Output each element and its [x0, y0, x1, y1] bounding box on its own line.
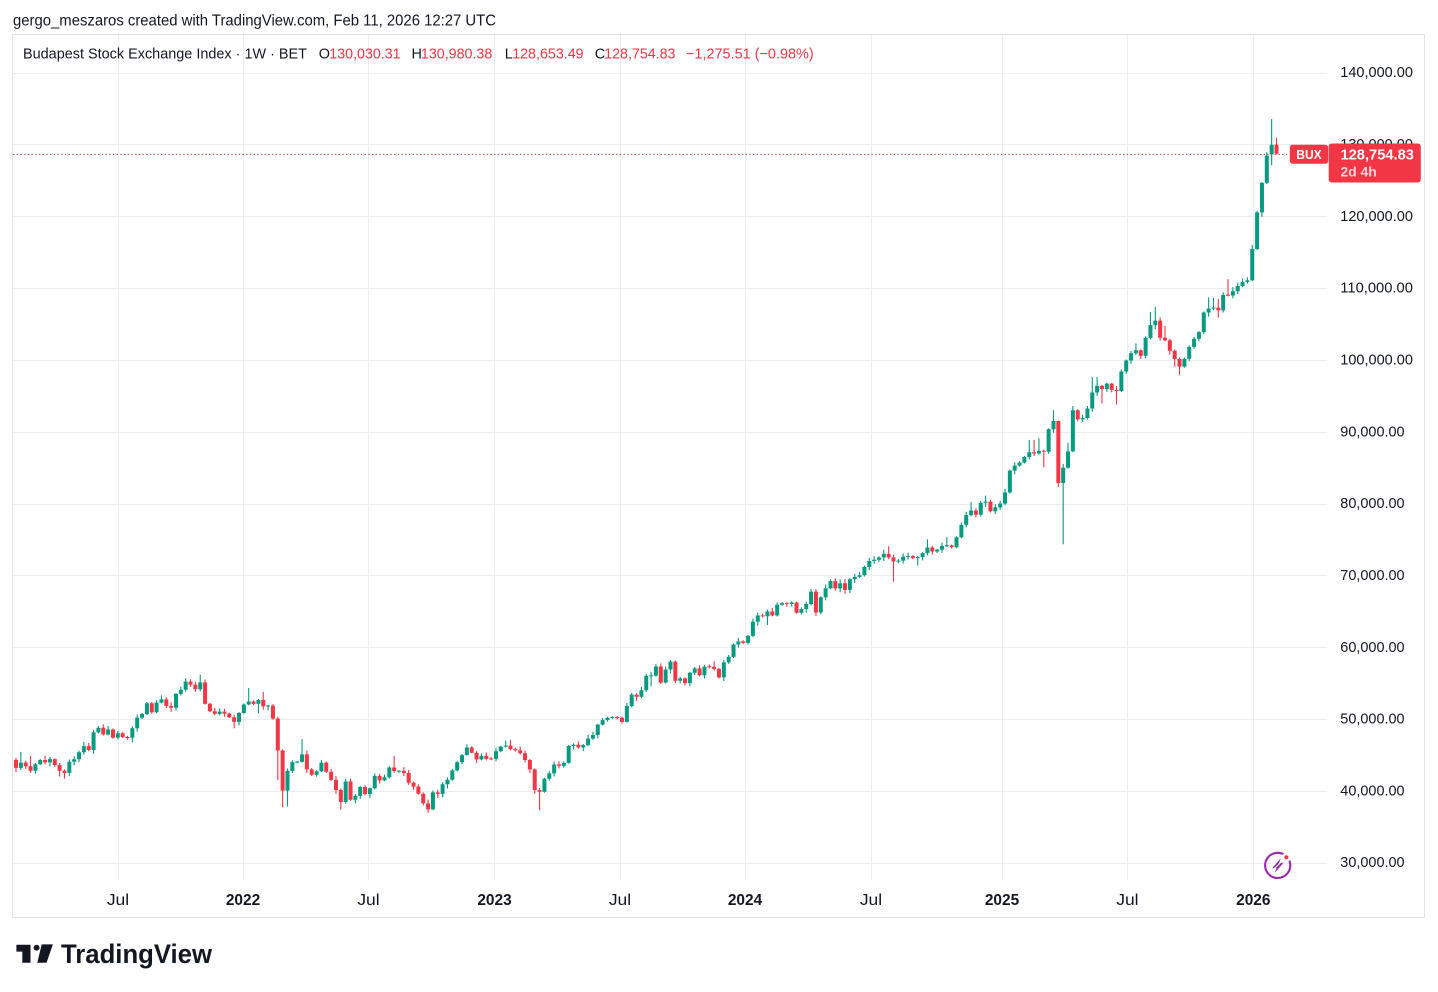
svg-text:128,653.49: 128,653.49	[512, 46, 583, 62]
svg-text:Budapest Stock Exchange Index: Budapest Stock Exchange Index · 1W · BET	[23, 46, 307, 62]
svg-text:2023: 2023	[477, 892, 511, 909]
svg-text:120,000.00: 120,000.00	[1340, 209, 1413, 225]
svg-text:90,000.00: 90,000.00	[1340, 424, 1404, 440]
svg-text:2025: 2025	[985, 892, 1020, 909]
svg-text:130,980.38: 130,980.38	[421, 46, 492, 62]
svg-text:80,000.00: 80,000.00	[1340, 496, 1404, 512]
svg-text:50,000.00: 50,000.00	[1340, 712, 1404, 728]
svg-text:30,000.00: 30,000.00	[1340, 855, 1404, 871]
svg-text:60,000.00: 60,000.00	[1340, 640, 1404, 656]
svg-text:40,000.00: 40,000.00	[1340, 783, 1404, 799]
svg-text:Jul: Jul	[860, 892, 882, 909]
svg-text:gergo_meszaros created with Tr: gergo_meszaros created with TradingView.…	[13, 12, 496, 29]
svg-text:110,000.00: 110,000.00	[1340, 281, 1413, 297]
svg-text:−1,275.51 (−0.98%): −1,275.51 (−0.98%)	[686, 46, 814, 62]
svg-text:H: H	[412, 46, 422, 62]
svg-text:128,754.83: 128,754.83	[1341, 148, 1414, 164]
svg-text:70,000.00: 70,000.00	[1340, 568, 1404, 584]
svg-text:2022: 2022	[226, 892, 260, 909]
svg-text:BUX: BUX	[1296, 148, 1322, 162]
svg-text:130,030.31: 130,030.31	[329, 46, 400, 62]
svg-text:C: C	[595, 46, 605, 62]
svg-text:Jul: Jul	[1116, 892, 1138, 909]
svg-text:Jul: Jul	[609, 892, 631, 909]
svg-text:2026: 2026	[1236, 892, 1270, 909]
svg-text:Jul: Jul	[357, 892, 379, 909]
svg-text:Jul: Jul	[107, 892, 129, 909]
svg-text:100,000.00: 100,000.00	[1340, 353, 1413, 369]
svg-text:128,754.83: 128,754.83	[604, 46, 675, 62]
svg-text:140,000.00: 140,000.00	[1340, 65, 1413, 81]
svg-text:TradingView: TradingView	[61, 939, 212, 969]
svg-text:L: L	[505, 46, 513, 62]
svg-text:2d 4h: 2d 4h	[1341, 165, 1377, 180]
svg-text:O: O	[319, 46, 330, 62]
svg-text:2024: 2024	[728, 892, 763, 909]
